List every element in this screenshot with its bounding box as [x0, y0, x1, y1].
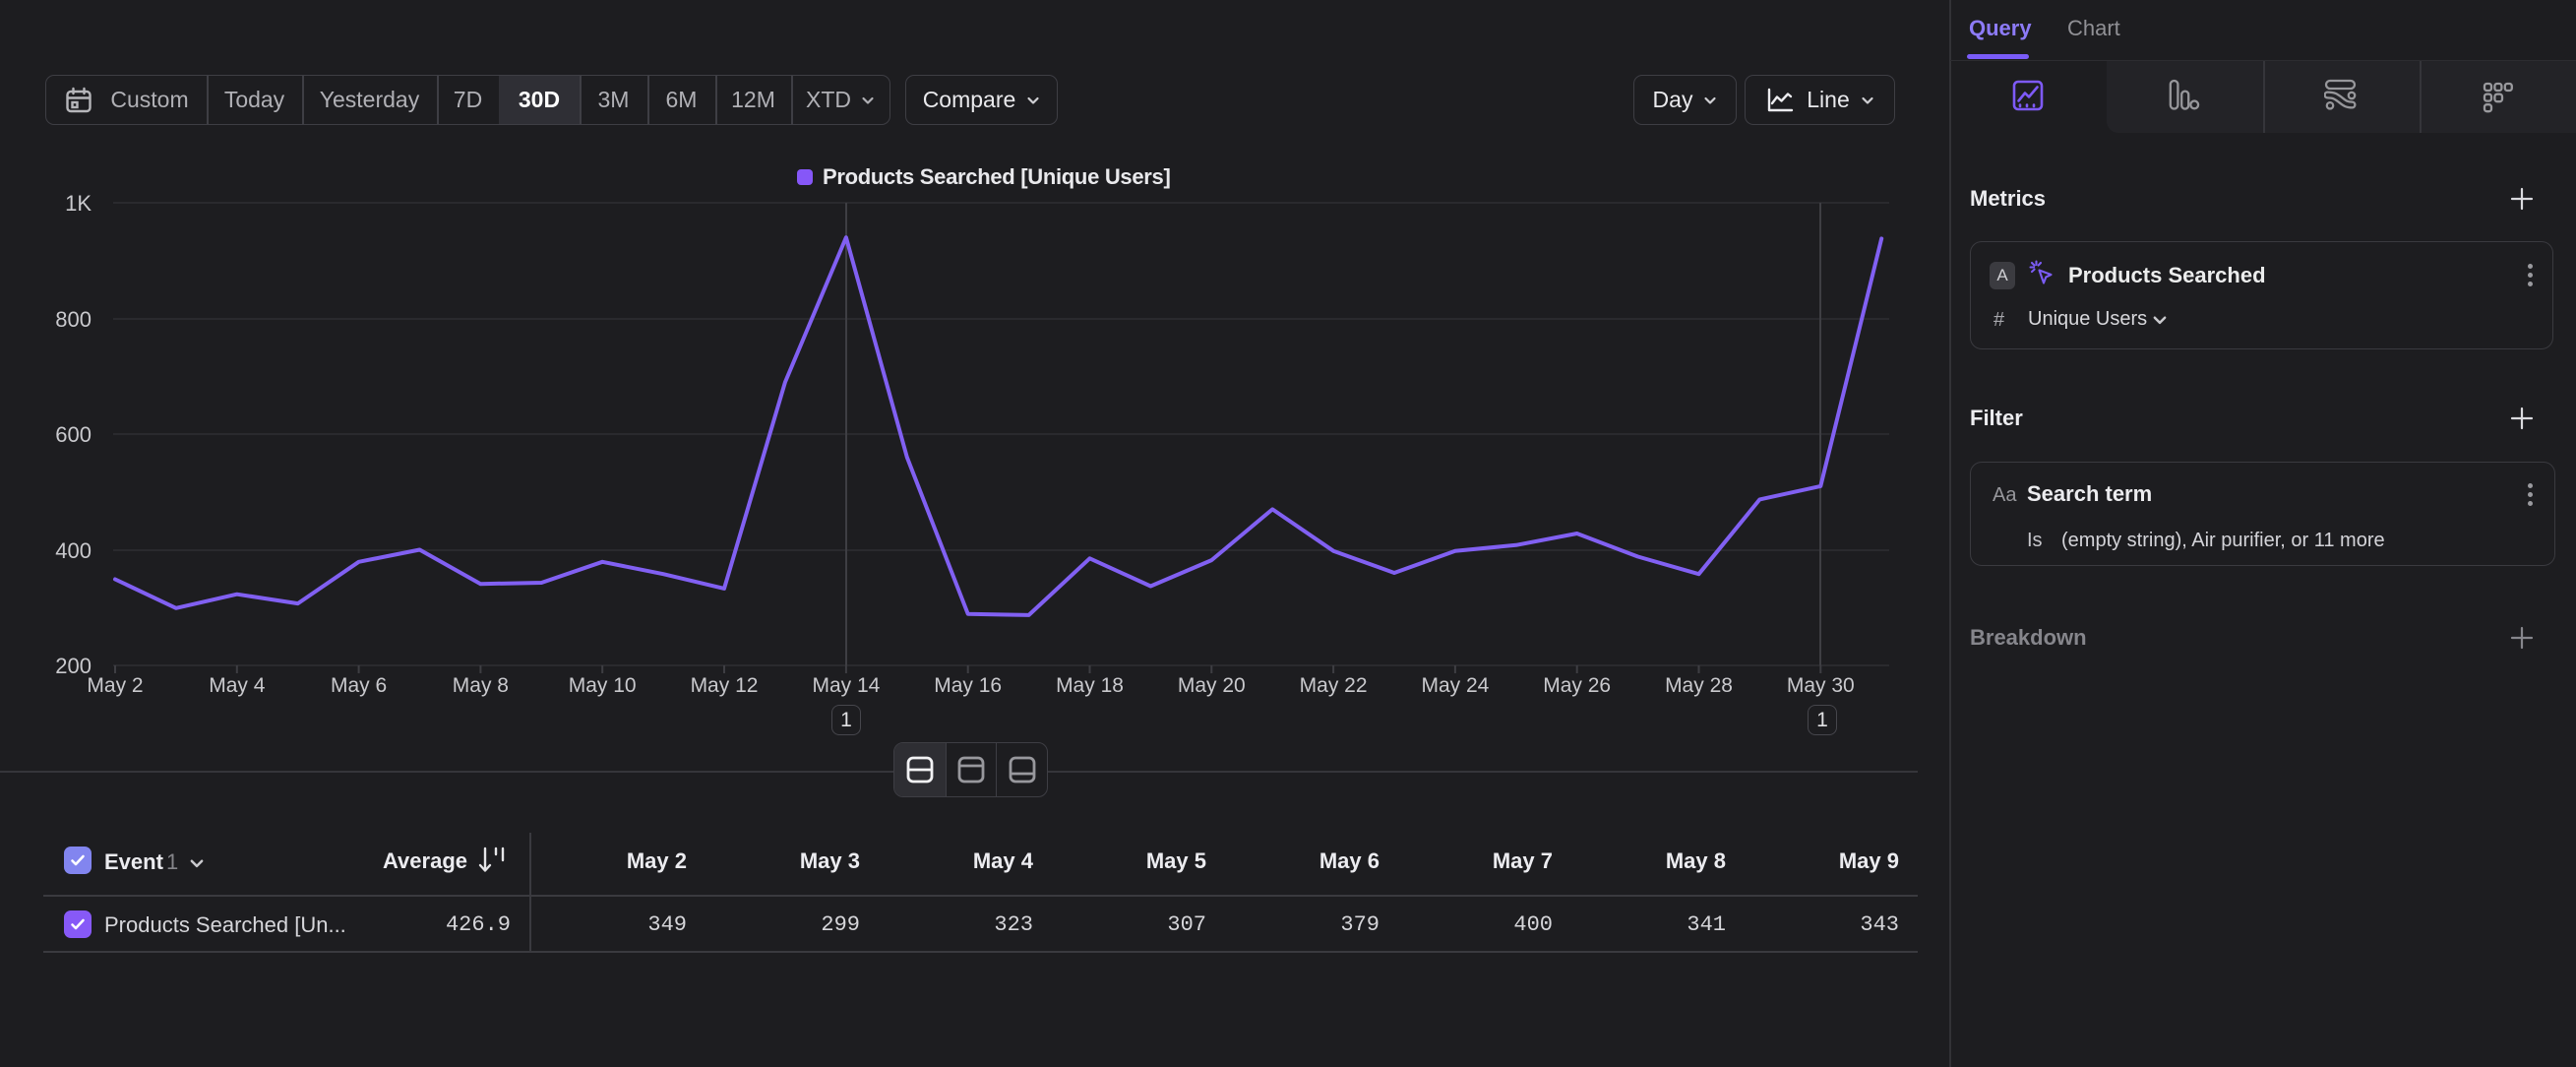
svg-text:1K: 1K — [65, 191, 92, 216]
svg-text:600: 600 — [55, 422, 92, 447]
svg-text:May 26: May 26 — [1543, 674, 1611, 697]
svg-text:800: 800 — [55, 307, 92, 332]
svg-text:May 12: May 12 — [691, 674, 759, 697]
svg-text:May 24: May 24 — [1421, 674, 1489, 697]
svg-text:May 28: May 28 — [1665, 674, 1733, 697]
svg-text:May 18: May 18 — [1056, 674, 1124, 697]
svg-text:400: 400 — [55, 538, 92, 563]
svg-text:May 8: May 8 — [453, 674, 509, 697]
svg-text:May 20: May 20 — [1178, 674, 1246, 697]
svg-text:May 4: May 4 — [209, 674, 266, 697]
svg-text:May 6: May 6 — [331, 674, 387, 697]
svg-text:May 22: May 22 — [1300, 674, 1368, 697]
svg-text:May 10: May 10 — [569, 674, 637, 697]
svg-text:May 16: May 16 — [934, 674, 1002, 697]
svg-text:May 30: May 30 — [1787, 674, 1855, 697]
svg-text:May 14: May 14 — [812, 674, 880, 697]
svg-text:May 2: May 2 — [87, 674, 143, 697]
svg-text:200: 200 — [55, 654, 92, 678]
